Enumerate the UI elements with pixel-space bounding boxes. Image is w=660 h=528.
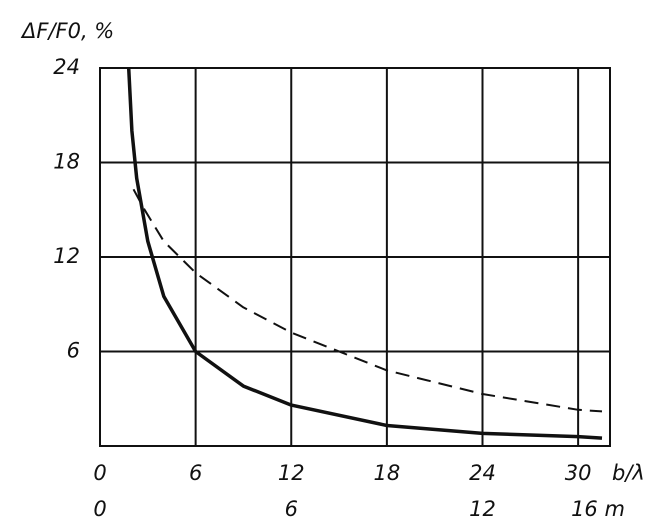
y-tick-label: 24: [53, 55, 80, 79]
y-tick-label: 6: [67, 339, 80, 363]
x-tick-label: 30: [565, 461, 592, 485]
x2-tick-label: 0: [93, 497, 106, 521]
data-line: [132, 188, 603, 413]
x-tick-label: 0: [93, 461, 106, 485]
y-tick-label: 12: [53, 244, 80, 268]
x-tick-label: 12: [278, 461, 305, 485]
x2-tick-label: 6: [285, 497, 298, 521]
x-tick-label: 6: [189, 461, 202, 485]
y-axis-label: ΔF/F0, %: [20, 19, 114, 43]
x-tick-label: 18: [374, 461, 401, 485]
x-tick-label: 24: [469, 461, 496, 485]
x2-tick-label: 12: [469, 497, 496, 521]
x2-tick-label: 16 m: [571, 497, 625, 521]
data-line: [126, 67, 603, 440]
y-tick-label: 18: [53, 150, 80, 174]
x-axis-label: b/λ: [612, 461, 645, 485]
